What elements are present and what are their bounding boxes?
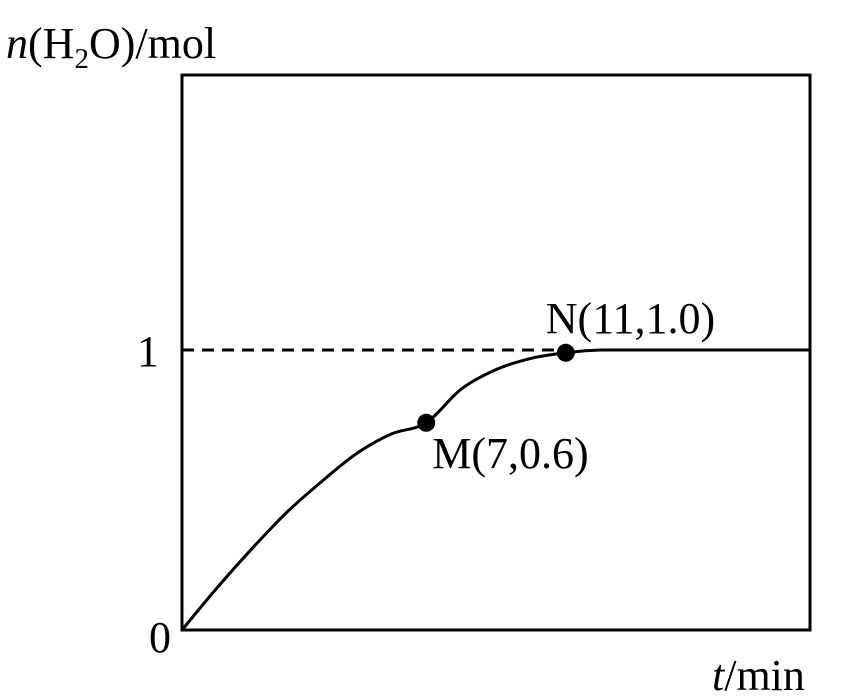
point-label-n: N(11,1.0) bbox=[546, 294, 715, 343]
x-axis-title: t/min bbox=[712, 651, 805, 700]
y-axis-title-italic: n bbox=[6, 19, 28, 68]
series-line bbox=[180, 348, 810, 631]
y-axis-title-close: O)/mol bbox=[89, 19, 216, 68]
y-axis-title-subscript: 2 bbox=[74, 43, 89, 75]
point-marker-n bbox=[556, 343, 575, 362]
origin-label: 0 bbox=[149, 613, 171, 662]
y-tick-label: 1 bbox=[137, 327, 159, 376]
point-label-m: M(7,0.6) bbox=[432, 429, 588, 478]
x-axis-title-rest: /min bbox=[724, 651, 805, 700]
y-axis-title-open: (H bbox=[28, 19, 74, 68]
y-axis-title: n(H2O)/mol bbox=[6, 19, 216, 75]
x-axis-title-italic: t bbox=[712, 651, 726, 700]
plot-frame bbox=[180, 73, 812, 632]
point-marker-m bbox=[417, 413, 436, 432]
